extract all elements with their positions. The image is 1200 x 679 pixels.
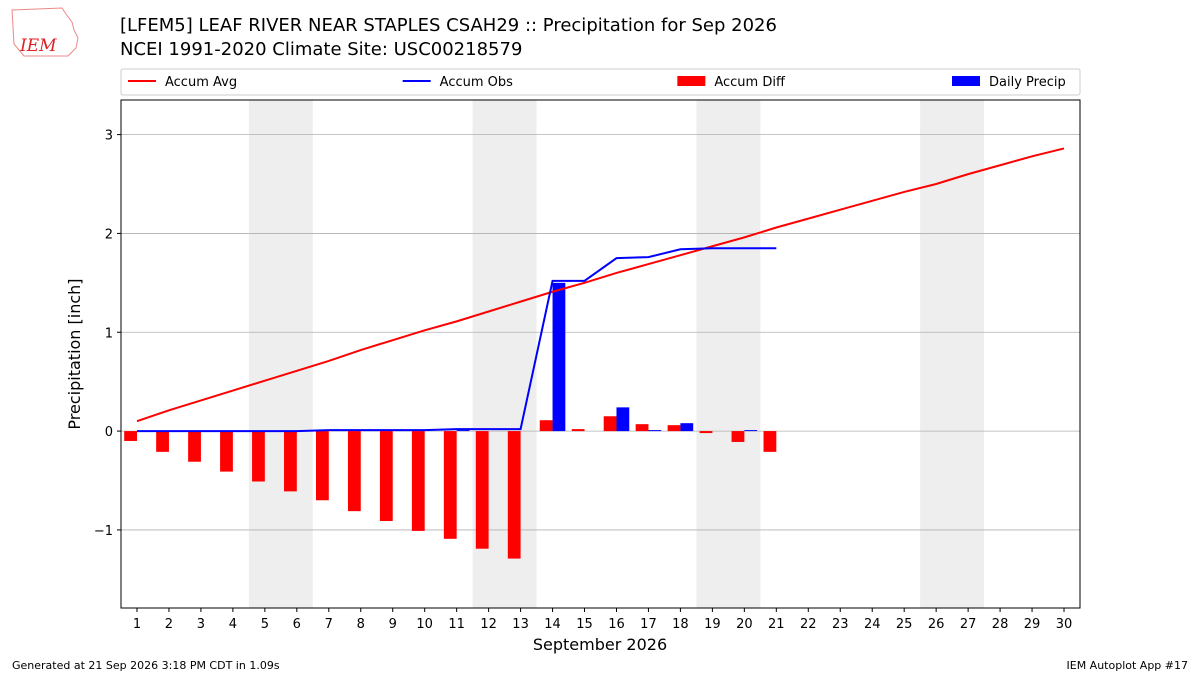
legend-swatch bbox=[677, 76, 706, 86]
x-axis-label: September 2026 bbox=[533, 635, 667, 654]
logo: IEM bbox=[11, 7, 79, 57]
bar bbox=[667, 425, 681, 432]
plot-frame bbox=[120, 99, 1081, 609]
x-tick-label: 13 bbox=[512, 617, 529, 632]
x-tick-label: 28 bbox=[992, 617, 1009, 632]
logo-outline bbox=[11, 7, 79, 57]
x-tick-label: 20 bbox=[736, 617, 753, 632]
y-tick-label: 2 bbox=[105, 227, 113, 242]
x-tick-label: 3 bbox=[197, 617, 205, 632]
weekend-shade bbox=[696, 100, 761, 608]
x-tick-label: 1 bbox=[133, 617, 141, 632]
bar bbox=[156, 431, 169, 452]
legend-swatch bbox=[952, 76, 980, 86]
legend-label: Accum Avg bbox=[165, 75, 237, 90]
x-tick-label: 27 bbox=[960, 617, 977, 632]
bar bbox=[699, 431, 713, 434]
bar bbox=[763, 431, 777, 452]
line bbox=[136, 247, 777, 433]
x-tick-label: 16 bbox=[608, 617, 625, 632]
legend-label: Accum Obs bbox=[440, 75, 513, 90]
bar bbox=[539, 420, 553, 432]
x-tick-label: 23 bbox=[832, 617, 849, 632]
x-tick-label: 25 bbox=[896, 617, 913, 632]
chart-title: [LFEM5] LEAF RIVER NEAR STAPLES CSAH29 :… bbox=[120, 15, 777, 36]
x-tick-label: 2 bbox=[165, 617, 173, 632]
bar bbox=[124, 431, 137, 441]
x-tick-label: 11 bbox=[448, 617, 465, 632]
legend-label: Accum Diff bbox=[714, 75, 786, 90]
bar bbox=[744, 430, 758, 432]
x-tick-label: 22 bbox=[800, 617, 817, 632]
bar bbox=[507, 431, 521, 559]
weekend-shade bbox=[920, 100, 985, 608]
bar bbox=[411, 431, 425, 531]
x-tick-label: 5 bbox=[261, 617, 269, 632]
bar bbox=[347, 431, 361, 512]
x-tick-label: 14 bbox=[544, 617, 561, 632]
bar bbox=[379, 431, 393, 522]
footer-right: IEM Autoplot App #17 bbox=[1067, 659, 1189, 672]
x-tick-label: 30 bbox=[1056, 617, 1073, 632]
bar bbox=[188, 431, 201, 462]
y-tick-label: 0 bbox=[105, 425, 113, 440]
bar bbox=[731, 431, 745, 442]
logo-text: IEM bbox=[19, 36, 57, 56]
x-tick-label: 21 bbox=[768, 617, 785, 632]
bar bbox=[635, 424, 649, 432]
x-tick-label: 10 bbox=[416, 617, 433, 632]
bar bbox=[552, 282, 566, 432]
legend-label: Daily Precip bbox=[989, 75, 1066, 90]
bar bbox=[571, 429, 585, 432]
x-tick-label: 9 bbox=[389, 617, 397, 632]
y-tick-label: −1 bbox=[94, 524, 113, 539]
y-tick-label: 1 bbox=[105, 326, 113, 341]
line bbox=[136, 147, 1065, 423]
x-tick-label: 8 bbox=[357, 617, 365, 632]
x-tick-label: 18 bbox=[672, 617, 689, 632]
x-tick-label: 6 bbox=[293, 617, 301, 632]
bar bbox=[680, 423, 694, 432]
x-tick-label: 26 bbox=[928, 617, 945, 632]
footer-left: Generated at 21 Sep 2026 3:18 PM CDT in … bbox=[12, 659, 280, 672]
bar bbox=[220, 431, 233, 472]
chart-subtitle: NCEI 1991-2020 Climate Site: USC00218579 bbox=[120, 39, 522, 60]
bar bbox=[648, 430, 662, 432]
bar bbox=[252, 431, 265, 482]
x-tick-label: 19 bbox=[704, 617, 721, 632]
bar bbox=[443, 431, 457, 539]
x-tick-label: 4 bbox=[229, 617, 237, 632]
weekend-shade bbox=[248, 100, 313, 608]
bar bbox=[456, 430, 470, 432]
y-axis-label: Precipitation [inch] bbox=[65, 278, 84, 429]
bar bbox=[315, 431, 329, 501]
legend: Accum Avg Accum Obs Accum Diff Daily Precip bbox=[120, 68, 1081, 96]
bar bbox=[603, 416, 617, 432]
y-tick-label: 3 bbox=[105, 129, 113, 144]
x-tick-label: 7 bbox=[325, 617, 333, 632]
x-tick-label: 15 bbox=[576, 617, 593, 632]
x-tick-label: 17 bbox=[640, 617, 657, 632]
x-tick-label: 29 bbox=[1024, 617, 1041, 632]
bar bbox=[475, 431, 489, 549]
x-tick-label: 24 bbox=[864, 617, 881, 632]
bar bbox=[284, 431, 297, 492]
legend-box bbox=[120, 68, 1081, 96]
x-tick-label: 12 bbox=[480, 617, 497, 632]
bar bbox=[616, 407, 630, 432]
